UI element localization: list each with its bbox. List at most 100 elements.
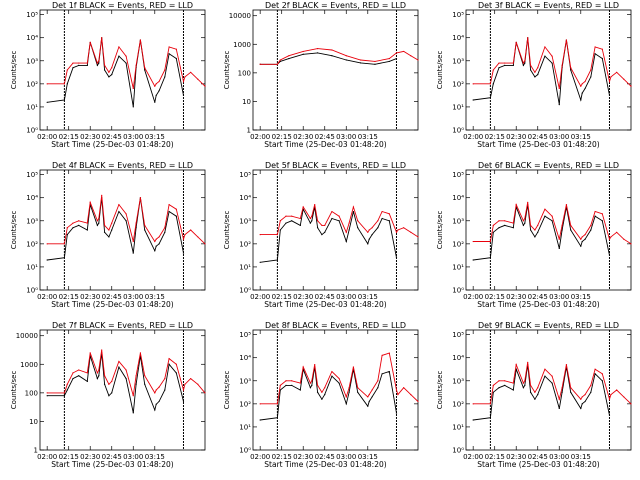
- y-tick-label: 10¹: [239, 423, 251, 431]
- x-tick-label: 02:45: [528, 133, 548, 141]
- point-lld: [324, 387, 326, 389]
- point-lld: [561, 387, 563, 389]
- point-events: [103, 231, 106, 233]
- x-axis-label: Start Time (25-Dec-03 01:48:20): [264, 300, 386, 309]
- point-lld: [594, 46, 596, 48]
- plot-frame: [39, 9, 206, 131]
- point-lld: [348, 222, 350, 224]
- point-events: [472, 99, 474, 101]
- point-lld: [580, 398, 582, 400]
- point-events: [144, 229, 146, 231]
- point-lld: [580, 85, 582, 87]
- y-tick-label: 10³: [239, 217, 251, 225]
- point-lld: [345, 231, 347, 233]
- point-events: [580, 99, 582, 101]
- point-lld: [311, 380, 313, 382]
- y-tick-label: 10³: [239, 377, 251, 385]
- point-events: [512, 227, 514, 229]
- point-events: [175, 215, 177, 217]
- point-events: [168, 363, 170, 365]
- point-lld: [46, 243, 48, 245]
- point-events: [558, 407, 560, 410]
- x-tick-label: 03:15: [145, 293, 165, 301]
- point-lld: [279, 220, 281, 222]
- point-lld: [529, 384, 532, 386]
- point-lld: [367, 231, 369, 233]
- y-tick-label: 1000: [20, 361, 38, 369]
- y-tick-label: 10⁴: [26, 194, 38, 202]
- point-lld: [630, 85, 632, 87]
- plot-frame: [39, 169, 206, 291]
- point-lld: [316, 47, 319, 50]
- x-tick-label: 02:00: [463, 293, 483, 301]
- point-lld: [111, 67, 113, 69]
- point-lld: [584, 394, 586, 396]
- point-lld: [570, 224, 572, 226]
- point-lld: [395, 389, 398, 391]
- point-lld: [623, 396, 625, 398]
- y-tick-label: 10²: [26, 80, 38, 88]
- x-tick-label: 02:45: [528, 293, 548, 301]
- point-lld: [601, 48, 603, 50]
- point-lld: [410, 231, 412, 233]
- point-lld: [472, 240, 474, 243]
- point-events: [98, 375, 100, 377]
- point-events: [492, 83, 494, 85]
- point-lld: [190, 71, 192, 73]
- x-tick-label: 02:30: [80, 133, 100, 141]
- point-events: [529, 69, 532, 71]
- point-events: [96, 224, 98, 226]
- point-events: [608, 94, 611, 96]
- point-events: [381, 217, 383, 220]
- point-lld: [125, 213, 127, 215]
- point-events: [581, 240, 583, 243]
- point-lld: [345, 55, 347, 57]
- x-tick-label: 02:30: [506, 133, 526, 141]
- x-tick-label: 03:15: [145, 133, 165, 141]
- point-events: [524, 62, 526, 64]
- point-lld: [78, 220, 80, 222]
- point-lld: [279, 59, 281, 61]
- point-lld: [168, 357, 170, 360]
- point-lld: [309, 217, 311, 220]
- point-lld: [584, 80, 586, 83]
- point-events: [492, 391, 494, 393]
- point-lld: [489, 403, 491, 405]
- point-events: [551, 62, 553, 64]
- point-lld: [168, 46, 170, 48]
- point-events: [504, 64, 506, 66]
- plot-frame: [252, 9, 419, 131]
- y-tick-label: 10⁰: [452, 287, 464, 295]
- point-events: [108, 395, 110, 397]
- point-events: [581, 403, 583, 405]
- point-events: [72, 377, 74, 380]
- point-events: [118, 366, 120, 368]
- point-events: [584, 400, 586, 403]
- point-events: [125, 62, 127, 64]
- x-tick-label: 02:15: [59, 133, 79, 141]
- point-lld: [515, 364, 517, 366]
- x-tick-label: 03:00: [123, 293, 143, 301]
- point-lld: [135, 64, 137, 66]
- point-events: [388, 370, 390, 373]
- point-events: [78, 375, 80, 377]
- point-lld: [182, 238, 185, 240]
- point-events: [285, 222, 287, 224]
- y-tick-label: 10: [242, 98, 251, 106]
- point-lld: [144, 224, 146, 226]
- point-lld: [368, 394, 370, 396]
- x-tick-label: 02:45: [315, 293, 335, 301]
- point-events: [534, 398, 536, 400]
- y-tick-label: 10²: [239, 240, 251, 248]
- x-tick-label: 02:45: [315, 133, 335, 141]
- point-lld: [374, 60, 376, 63]
- point-events: [158, 243, 160, 245]
- point-lld: [594, 368, 596, 370]
- point-events: [601, 57, 603, 60]
- point-lld: [371, 227, 373, 229]
- point-events: [472, 259, 474, 261]
- point-lld: [132, 240, 134, 243]
- point-events: [590, 391, 592, 393]
- point-lld: [565, 204, 568, 206]
- point-lld: [610, 236, 612, 238]
